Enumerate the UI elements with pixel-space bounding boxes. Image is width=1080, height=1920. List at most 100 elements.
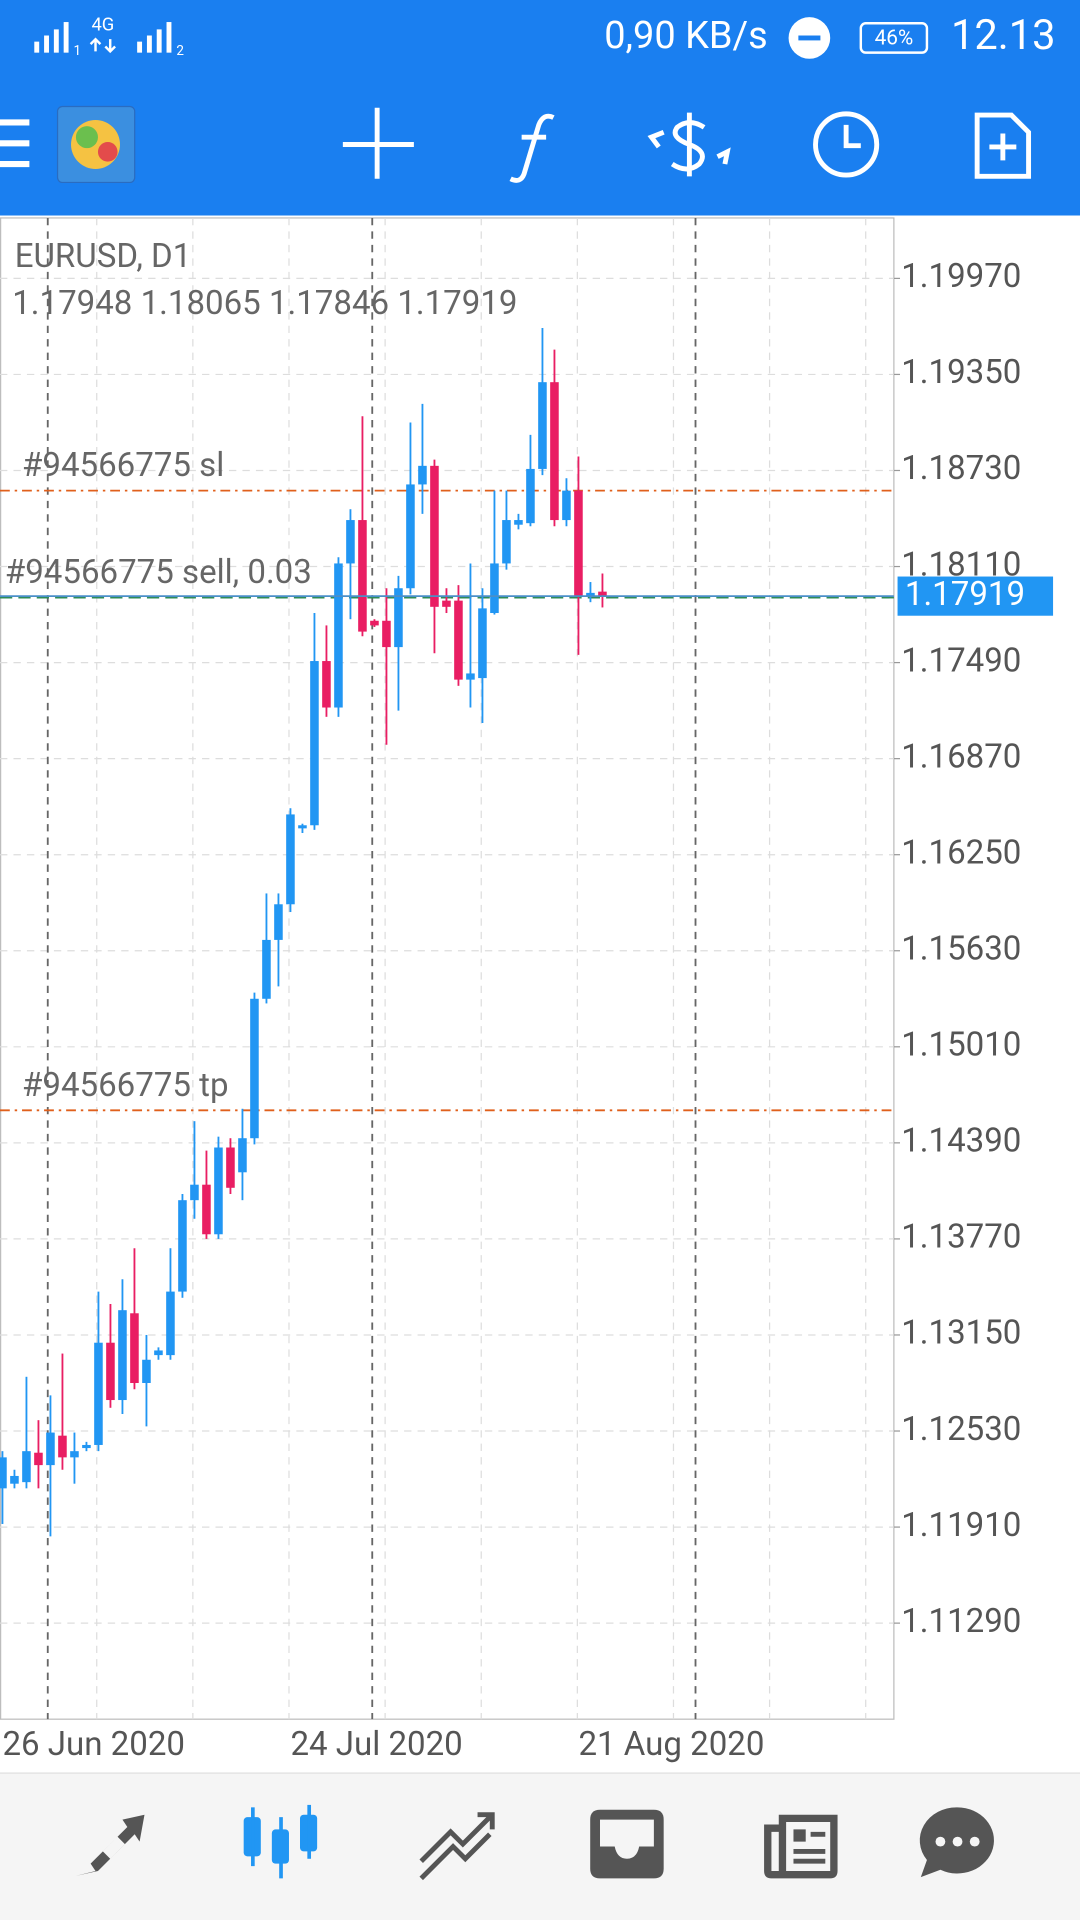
candle-body (406, 484, 415, 589)
ohlc-close: 1.17919 (397, 284, 517, 323)
candle-body (286, 814, 295, 905)
candle-body (298, 825, 307, 829)
grid (0, 217, 894, 1720)
chat-dot (952, 1836, 963, 1847)
candle-body (34, 1452, 43, 1466)
ohlc-high: 1.18065 (141, 284, 261, 323)
candle-body (430, 465, 439, 607)
candle-body (538, 382, 547, 469)
order-label: #94566775 sell, 0.03 (5, 553, 312, 592)
chat-dot (935, 1836, 946, 1847)
candle-body (490, 563, 499, 614)
candle-body (370, 620, 379, 626)
battery: 46% (875, 27, 914, 51)
crosshair-icon[interactable] (342, 107, 414, 179)
logo-part (75, 126, 98, 149)
y-tick-label: 1.17490 (901, 641, 1021, 680)
x-tick-label: 24 Jul 2020 (290, 1725, 462, 1764)
sim2: 2 (176, 44, 184, 59)
candle-body (574, 490, 583, 596)
candle-body (454, 600, 463, 680)
y-tick-label: 1.15010 (901, 1026, 1021, 1065)
inbox-tray (600, 1819, 654, 1859)
net-speed: 0,90 KB/s (604, 14, 768, 58)
chat-dot (969, 1836, 980, 1847)
y-tick-label: 1.16870 (901, 737, 1021, 776)
price-box (897, 576, 1054, 616)
candle-body (598, 591, 607, 597)
order-lines: #94566775 sl #94566775 tp #94566775 sell, … (0, 446, 894, 1112)
candle-body (442, 600, 451, 607)
ohlc-low: 1.17846 (269, 284, 389, 323)
candle-body (94, 1342, 103, 1445)
y-tick-label: 1.15630 (901, 929, 1021, 968)
quotes-icon[interactable] (75, 1814, 145, 1876)
candle-body (58, 1435, 67, 1458)
candle-body (358, 520, 367, 632)
candle-body (202, 1184, 211, 1235)
candle-body (514, 520, 523, 525)
candle-body (70, 1451, 79, 1458)
y-tick-label: 1.11910 (901, 1506, 1021, 1545)
new-order-icon[interactable] (974, 112, 1032, 179)
candle-body (226, 1147, 235, 1188)
chart-tab-icon[interactable] (243, 1804, 318, 1879)
candle-body (130, 1313, 139, 1383)
candle-body (466, 673, 475, 680)
candle-body (238, 1138, 247, 1173)
candle-body (382, 620, 391, 648)
candles (0, 327, 607, 1537)
candle-body (346, 520, 355, 564)
candle-body (526, 468, 535, 524)
candle-body (0, 1457, 7, 1489)
sim1: 1 (73, 44, 81, 59)
candle-body (310, 661, 319, 826)
candle-body (562, 490, 571, 521)
trade-icon[interactable] (647, 112, 731, 177)
candle-body (334, 563, 343, 708)
y-tick-label: 1.19970 (901, 257, 1021, 296)
candle-body (10, 1475, 19, 1484)
current-price: 1.17919 (905, 575, 1025, 614)
symbol: EURUSD, D1 (15, 237, 192, 276)
candle-body (46, 1432, 55, 1466)
candle-body (322, 661, 331, 708)
candle-body (22, 1451, 31, 1483)
clock: 12.13 (951, 11, 1056, 60)
indicators-icon[interactable] (509, 113, 555, 183)
candle-body (250, 998, 259, 1139)
bottom-nav (0, 1773, 1080, 1920)
candle-body (262, 939, 271, 999)
y-tick-label: 1.11290 (901, 1602, 1021, 1641)
logo-part (97, 142, 118, 162)
candle-body (178, 1200, 187, 1292)
x-tick-label: 26 Jun 2020 (2, 1725, 185, 1764)
trade-tab-icon[interactable] (419, 1812, 495, 1881)
y-tick-label: 1.13150 (901, 1314, 1021, 1353)
candle-body (214, 1147, 223, 1235)
candle-body (154, 1350, 163, 1356)
y-tick-label: 1.18730 (901, 449, 1021, 488)
candle-body (478, 608, 487, 679)
candle-body (82, 1444, 91, 1449)
network: 4G (91, 15, 114, 36)
chart-frame (0, 217, 895, 1720)
order-label: #94566775 tp (22, 1066, 229, 1105)
candle-body (166, 1291, 175, 1356)
candle-body (274, 904, 283, 940)
x-tick-label: 21 Aug 2020 (578, 1725, 764, 1764)
history-icon[interactable] (813, 111, 880, 178)
y-tick-label: 1.13770 (901, 1218, 1021, 1257)
order-label: #94566775 sl (22, 446, 224, 485)
candle-body (142, 1359, 151, 1383)
candle-body (586, 592, 595, 596)
signal-icons (34, 22, 172, 53)
candle-body (118, 1310, 127, 1401)
menu-icon[interactable] (0, 119, 30, 168)
y-tick-label: 1.14390 (901, 1122, 1021, 1161)
y-tick-label: 1.19350 (901, 353, 1021, 392)
app-bar (0, 0, 1080, 216)
history-hands (843, 124, 861, 149)
candle-body (418, 465, 427, 485)
